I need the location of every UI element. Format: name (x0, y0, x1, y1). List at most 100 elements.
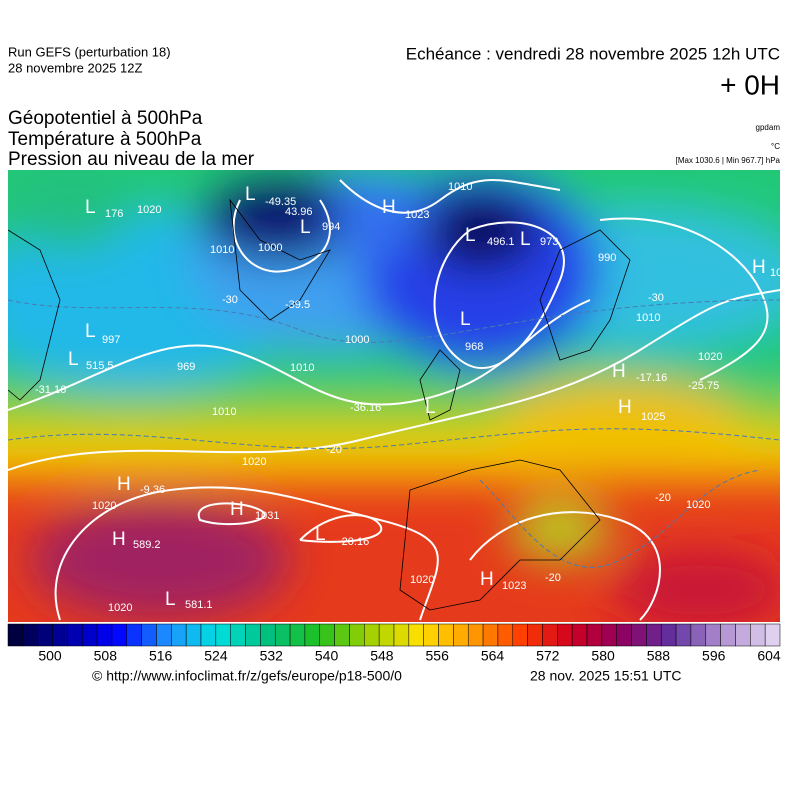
colorbar-swatch (423, 623, 439, 647)
colorbar-label: 596 (702, 648, 726, 664)
contour-label: -9.36 (140, 484, 165, 496)
colorbar-swatch (764, 623, 781, 647)
colorbar-swatch (542, 623, 558, 647)
colorbar-swatch (349, 623, 365, 647)
contour-label: 1020 (242, 456, 266, 468)
contour-label: 994 (322, 221, 340, 233)
colorbar-swatch (215, 623, 231, 647)
colorbar-label: 604 (757, 648, 781, 664)
colorbar-swatch (111, 623, 128, 647)
pressure-center: H (612, 361, 626, 382)
contour-label: 1010 (448, 181, 472, 193)
colorbar-swatch (675, 623, 692, 647)
colorbar-swatch (750, 623, 766, 647)
contour-label: -49.35 (265, 196, 296, 208)
contour-label: -25.75 (688, 380, 719, 392)
pressure-center: H (112, 529, 126, 550)
pressure-center: H (117, 474, 131, 495)
contour-label: -20 (326, 444, 342, 456)
unit: [Max 1030.6 | Min 967.7] hPa (676, 156, 781, 165)
colorbar-swatch (527, 623, 543, 647)
colorbar-label: 508 (94, 648, 118, 664)
pressure-center: L (245, 184, 256, 205)
isobars (8, 179, 780, 621)
colorbar-swatch (690, 623, 707, 647)
colorbar-swatch (230, 623, 246, 647)
colorbar-swatch (408, 623, 424, 647)
colorbar-swatch (141, 623, 157, 647)
contour-label: 997 (102, 334, 120, 346)
contour-label: 973 (540, 236, 558, 248)
pressure-center: H (480, 569, 494, 590)
contour-label: 968 (465, 341, 483, 353)
pressure-center: L (465, 225, 476, 246)
colorbar-swatch (200, 623, 217, 647)
pressure-center: L (460, 309, 471, 330)
pressure-center: H (752, 257, 766, 278)
valid-time: Echéance : vendredi 28 novembre 2025 12h… (406, 44, 780, 63)
colorbar-swatch (586, 623, 603, 647)
title-line: Température à 500hPa (8, 129, 202, 150)
colorbar-swatch (705, 623, 721, 647)
colorbar-swatch (660, 623, 677, 647)
colorbar-label: 572 (536, 648, 560, 664)
contour-label: 969 (177, 361, 195, 373)
colorbar-swatch (7, 623, 24, 647)
contour-label: -17.16 (636, 372, 667, 384)
colorbar-swatch (616, 623, 632, 647)
colorbar-swatch (334, 623, 350, 647)
pressure-center: L (85, 197, 96, 218)
colorbar-label: 500 (38, 648, 62, 664)
colorbar-swatch (720, 623, 736, 647)
contour-label: 1020 (410, 574, 434, 586)
colorbar-swatch (289, 623, 306, 647)
run-name: Run GEFS (perturbation 18) (8, 44, 171, 59)
colorbar-swatch (260, 623, 276, 647)
colorbar-swatch (438, 623, 454, 647)
contour-label: 1010 (290, 362, 314, 374)
colorbar: 500 508 516 524 532 540 548 556 564 572 580 588 596 6… (7, 623, 781, 664)
pressure-center: L (315, 524, 326, 545)
contour-label: 496.1 (487, 236, 515, 248)
pressure-center: H (618, 397, 632, 418)
contour-label: -39.5 (285, 299, 310, 311)
title-line: Pression au niveau de la mer (8, 149, 255, 170)
contour-label: 1000 (345, 334, 369, 346)
colorbar-swatch (156, 623, 172, 647)
contour-label: 1020 (698, 351, 722, 363)
isotherms (8, 299, 780, 568)
colorbar-label: 524 (204, 648, 228, 664)
colorbar-label: 556 (426, 648, 450, 664)
colorbar-swatch (497, 623, 514, 647)
colorbar-swatch (453, 623, 469, 647)
contour-label: 581.1 (185, 599, 213, 611)
colorbar-label: 548 (370, 648, 394, 664)
colorbar-swatch (364, 623, 380, 647)
colorbar-swatch (467, 623, 484, 647)
contour-label: 43.96 (285, 206, 313, 218)
contour-label: 1010 (212, 406, 236, 418)
unit: gpdam (756, 123, 781, 132)
offset: + 0H (720, 69, 780, 100)
colorbar-swatch (646, 623, 662, 647)
pressure-center: H (230, 499, 244, 520)
colorbar-swatch (631, 623, 647, 647)
colorbar-label: 516 (149, 648, 173, 664)
contour-label: -30 (222, 294, 238, 306)
pressure-center: L (425, 397, 436, 418)
colorbar-swatch (22, 623, 38, 647)
contour-label: -20 (655, 492, 671, 504)
colorbar-label: 540 (315, 648, 339, 664)
footer-source: © http://www.infoclimat.fr/z/gefs/europe… (92, 668, 402, 684)
colorbar-swatch (171, 623, 187, 647)
contour-label: -30 (648, 292, 664, 304)
colorbar-swatch (245, 623, 261, 647)
contour-label: 1020 (108, 602, 132, 614)
contour-label: 515.5 (86, 360, 114, 372)
colorbar-swatch (37, 623, 53, 647)
pressure-center: H (382, 197, 396, 218)
contour-label: -31.16 (35, 384, 66, 396)
colorbar-swatch (274, 623, 291, 647)
